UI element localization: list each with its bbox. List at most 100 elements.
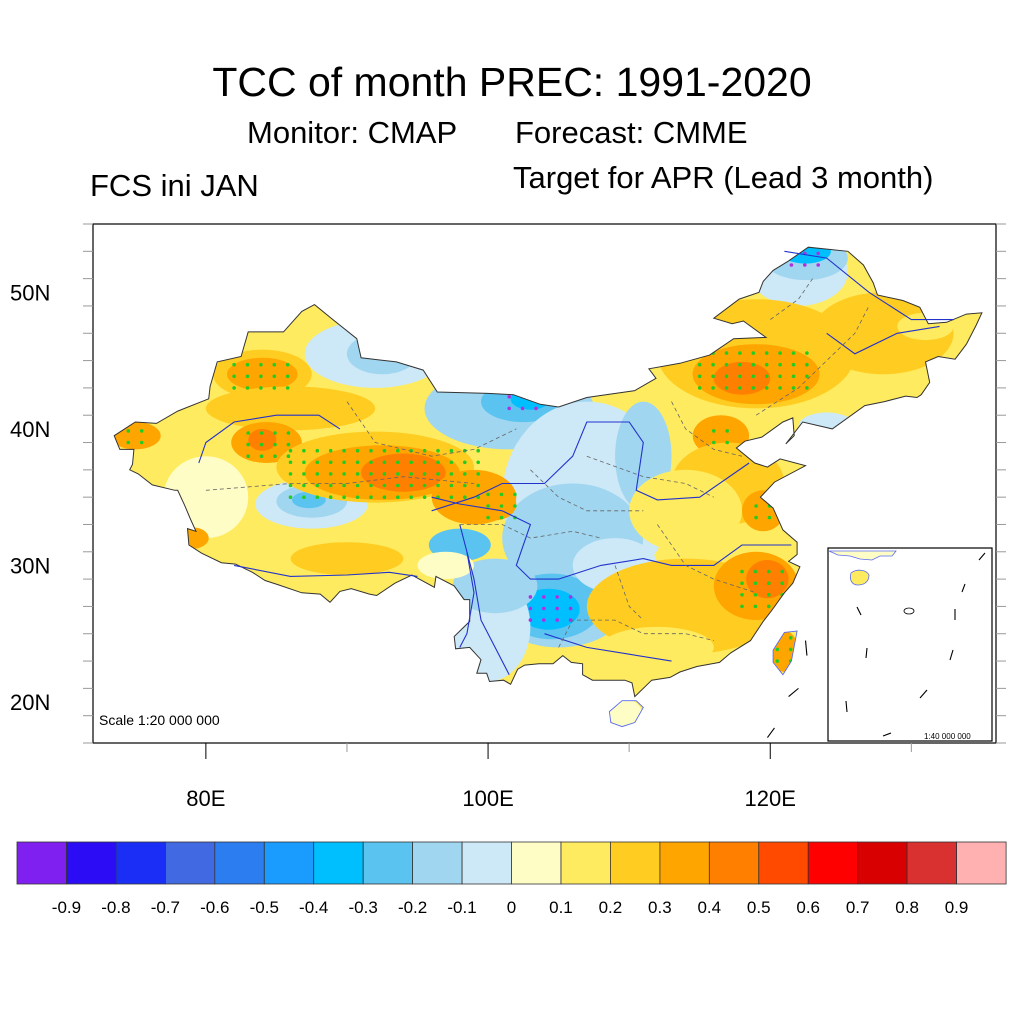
significance-dot-71 bbox=[396, 448, 400, 453]
field-contour-45 bbox=[629, 469, 742, 552]
significance-dot-93 bbox=[463, 483, 467, 488]
south-china-sea-inset: 1:40 000 000 bbox=[827, 547, 993, 742]
hainan-coast bbox=[608, 700, 644, 728]
colorbar-swatch-12 bbox=[610, 841, 661, 885]
colorbar-swatch-3 bbox=[164, 841, 216, 885]
colorbar-swatch-14 bbox=[708, 841, 760, 885]
province-line-2 bbox=[459, 524, 601, 539]
colorbar-label: -0.5 bbox=[249, 898, 279, 917]
colorbar-label: 0.7 bbox=[845, 898, 870, 917]
significance-dot-151 bbox=[712, 440, 716, 445]
colorbar-swatch-17 bbox=[857, 841, 908, 885]
dash-segment-0 bbox=[804, 640, 808, 656]
significance-dot-196 bbox=[542, 618, 546, 622]
significance-dot-66 bbox=[382, 448, 387, 453]
significance-dot-56 bbox=[355, 448, 360, 453]
river-5 bbox=[459, 551, 475, 648]
significance-dot-155 bbox=[754, 515, 758, 520]
significance-dot-85 bbox=[436, 460, 440, 465]
significance-dot-51 bbox=[342, 448, 346, 453]
significance-dot-115 bbox=[697, 386, 702, 390]
significance-dot-80 bbox=[422, 460, 427, 465]
river-0 bbox=[198, 414, 341, 464]
significance-dot-50 bbox=[342, 460, 346, 465]
colorbar-label: -0.9 bbox=[51, 898, 82, 917]
map-plot-area: 20N 30N 40N 50N 80E 100E 120E Scale 1:20 000 … bbox=[10, 223, 1006, 811]
significance-dot-114 bbox=[139, 429, 144, 433]
significance-dot-132 bbox=[751, 374, 756, 379]
significance-dot-24 bbox=[286, 454, 291, 459]
field-contour-32 bbox=[361, 453, 446, 492]
colorbar-label: -0.6 bbox=[200, 898, 230, 917]
colorbar-swatch-13 bbox=[659, 841, 710, 885]
inset-coastline bbox=[828, 550, 897, 561]
significance-dot-38 bbox=[315, 483, 320, 488]
colorbar-swatch-8 bbox=[412, 841, 463, 885]
significance-dot-11 bbox=[272, 362, 277, 367]
colorbar-swatch-10 bbox=[511, 841, 562, 885]
significance-dot-112 bbox=[126, 429, 131, 433]
significance-dot-89 bbox=[449, 472, 454, 476]
significance-dot-126 bbox=[724, 351, 729, 355]
colorbar-label: 0.5 bbox=[746, 898, 771, 917]
significance-dot-176 bbox=[775, 647, 780, 652]
province-line-10 bbox=[770, 278, 813, 320]
field-contour-40 bbox=[713, 361, 771, 395]
significance-dot-97 bbox=[476, 495, 481, 500]
significance-dot-30 bbox=[288, 460, 293, 465]
significance-dot-58 bbox=[369, 483, 373, 488]
significance-dot-21 bbox=[273, 454, 277, 459]
significance-dot-133 bbox=[751, 362, 756, 367]
colorbar-label: 0 bbox=[506, 898, 517, 917]
significance-dot-37 bbox=[315, 495, 320, 500]
significance-dot-107 bbox=[499, 492, 504, 497]
significance-dot-15 bbox=[246, 454, 250, 459]
lat-tick-label: 20N bbox=[10, 690, 50, 715]
significance-dot-28 bbox=[288, 483, 293, 488]
monitor-label: Monitor: CMAP bbox=[247, 115, 458, 150]
significance-dot-143 bbox=[791, 386, 796, 390]
significance-dot-197 bbox=[542, 606, 546, 611]
province-line-0 bbox=[346, 401, 517, 457]
inset-hainan bbox=[850, 569, 870, 586]
significance-dot-64 bbox=[382, 472, 387, 476]
significance-dot-125 bbox=[724, 362, 729, 367]
significance-dot-159 bbox=[740, 604, 744, 609]
significance-dot-146 bbox=[791, 351, 796, 355]
significance-dot-202 bbox=[568, 618, 573, 622]
river-6 bbox=[544, 633, 672, 662]
significance-dot-13 bbox=[285, 374, 290, 379]
significance-dot-52 bbox=[355, 495, 360, 500]
significance-dot-17 bbox=[246, 431, 250, 435]
significance-dot-61 bbox=[369, 448, 373, 453]
map-frame bbox=[92, 223, 997, 744]
significance-dot-79 bbox=[422, 472, 427, 476]
colorbar-label: 0.3 bbox=[648, 898, 672, 917]
significance-dot-75 bbox=[409, 460, 414, 465]
colorbar-label: -0.1 bbox=[447, 898, 477, 917]
field-contour-50 bbox=[601, 626, 714, 668]
significance-dot-32 bbox=[302, 495, 306, 500]
significance-dot-117 bbox=[697, 362, 702, 367]
significance-dot-181 bbox=[507, 406, 512, 411]
colorbar-label: -0.7 bbox=[150, 898, 180, 917]
significance-dot-59 bbox=[369, 472, 373, 476]
lon-tick-label: 100E bbox=[462, 786, 513, 811]
significance-dot-148 bbox=[805, 374, 809, 379]
significance-dot-156 bbox=[754, 504, 758, 508]
field-contour-11 bbox=[452, 558, 538, 614]
significance-dot-195 bbox=[528, 595, 533, 599]
significance-dot-162 bbox=[740, 569, 744, 574]
forecast-label: Forecast: CMME bbox=[515, 115, 748, 150]
significance-dot-53 bbox=[355, 483, 360, 488]
dash-segment-2 bbox=[766, 727, 775, 738]
significance-dot-140 bbox=[778, 374, 782, 379]
significance-dot-87 bbox=[449, 495, 454, 500]
significance-dot-84 bbox=[436, 472, 440, 476]
province-line-7 bbox=[614, 565, 644, 621]
significance-dot-135 bbox=[764, 386, 769, 390]
colorbar-swatch-18 bbox=[906, 841, 957, 885]
significance-dot-139 bbox=[778, 386, 782, 390]
significance-dot-20 bbox=[259, 431, 264, 435]
colorbar-swatch-5 bbox=[263, 841, 315, 885]
